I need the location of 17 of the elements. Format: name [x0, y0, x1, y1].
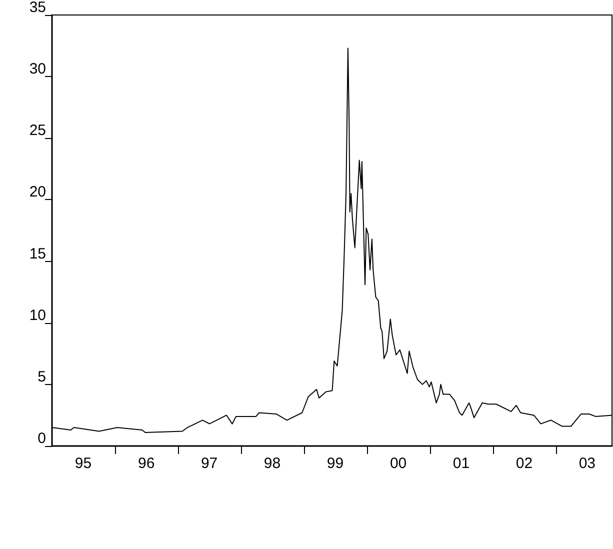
x-tick-label: 96 [138, 455, 155, 472]
x-tick-label: 99 [326, 455, 344, 472]
x-tick-label: 00 [390, 455, 407, 472]
x-tick-label: 97 [200, 455, 218, 472]
y-tick-label: 10 [29, 306, 46, 324]
x-tick-label: 95 [74, 455, 92, 472]
y-tick-label: 25 [29, 122, 46, 140]
x-tick-label: 02 [516, 455, 533, 472]
x-tick-label: 01 [452, 455, 470, 472]
y-tick-label: 20 [29, 184, 46, 201]
x-tick-label: 03 [578, 455, 596, 472]
y-tick-label: 0 [38, 430, 46, 447]
y-tick-label: 30 [29, 60, 46, 78]
x-tick-label: 98 [264, 455, 281, 472]
y-tick-label: 35 [29, 0, 46, 16]
y-tick-label: 5 [38, 368, 46, 386]
y-tick-label: 15 [29, 245, 46, 262]
